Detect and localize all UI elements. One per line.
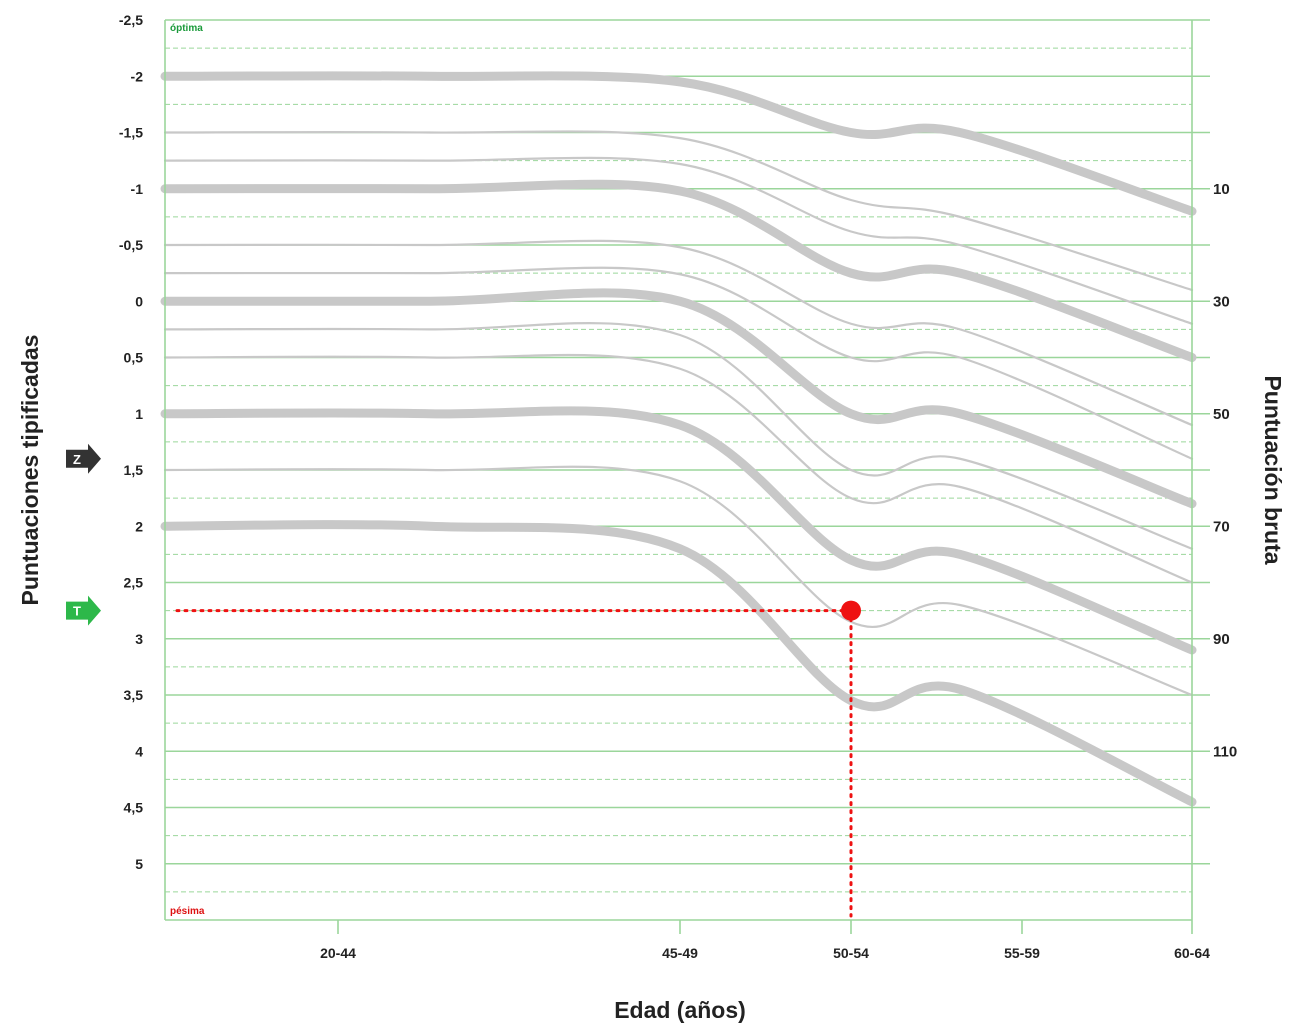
plot-frame	[164, 20, 1193, 921]
series-line	[163, 322, 1194, 550]
y-tick-label: 5	[135, 856, 143, 872]
t-arrow-icon-letter: T	[73, 604, 81, 619]
y-tick-label: 4	[135, 743, 143, 759]
series-line	[163, 130, 1194, 292]
x-tick-label: 60-64	[1174, 945, 1210, 961]
series-line	[163, 156, 1194, 325]
y-tick-label: 0	[135, 293, 143, 309]
z-arrow-icon-shape	[66, 443, 101, 474]
curves	[160, 71, 1197, 807]
x-axis-title: Edad (años)	[614, 997, 746, 1023]
series-line	[163, 353, 1194, 584]
y2-tick-label: 90	[1213, 631, 1230, 648]
y-tick-label: -2,5	[119, 12, 143, 28]
y-tick-label: 3,5	[124, 687, 144, 703]
y-tick-label: 3	[135, 631, 143, 647]
y2-tick-label: 50	[1213, 406, 1230, 423]
y-tick-label: 2	[135, 518, 143, 534]
x-tick-label: 20-44	[320, 945, 356, 961]
grid	[165, 19, 1210, 893]
y-tick-label: 1,5	[124, 462, 144, 478]
ticks: -2,5 -2 -1,5 -1 -0,5 0 0,5 1 1,5 2 2,5 3 3,5 4 4,5 5 10 3…	[119, 12, 1237, 961]
series-line	[163, 465, 1194, 697]
series-line	[163, 239, 1194, 427]
t-arrow-icon-shape	[66, 595, 101, 626]
y-axis-title: Puntuaciones tipificadas	[17, 335, 43, 606]
z-arrow-icon-letter: Z	[73, 452, 81, 467]
series-line	[160, 288, 1197, 509]
x-tick-label: 50-54	[833, 945, 869, 961]
worst-label: pésima	[170, 906, 205, 917]
y-tick-label: -1	[131, 181, 144, 197]
y-tick-label: -1,5	[119, 125, 143, 141]
y-tick-label: 0,5	[124, 350, 144, 366]
series-line	[163, 266, 1194, 460]
best-label: óptima	[170, 23, 203, 34]
y2-tick-label: 10	[1213, 181, 1230, 198]
x-tick-label: 45-49	[662, 945, 698, 961]
t-arrow-icon: T	[66, 595, 101, 626]
marker-point	[841, 600, 861, 621]
y-tick-label: 1	[135, 406, 143, 422]
y2-tick-label: 70	[1213, 518, 1230, 535]
y2-axis-title: Puntuación bruta	[1260, 375, 1286, 564]
y-tick-label: 4,5	[124, 800, 144, 816]
y-tick-label: 2,5	[124, 575, 144, 591]
y-tick-label: -2	[131, 68, 144, 84]
y2-tick-label: 110	[1213, 743, 1237, 760]
series-line	[160, 179, 1197, 362]
series-line	[160, 520, 1197, 807]
z-arrow-icon: Z	[66, 443, 101, 474]
series-line	[160, 71, 1197, 216]
series-line	[160, 406, 1197, 655]
x-tick-label: 55-59	[1004, 945, 1040, 961]
y-tick-label: -0,5	[119, 237, 143, 253]
marker-group: ZT	[66, 443, 861, 918]
y2-tick-label: 30	[1213, 293, 1230, 310]
